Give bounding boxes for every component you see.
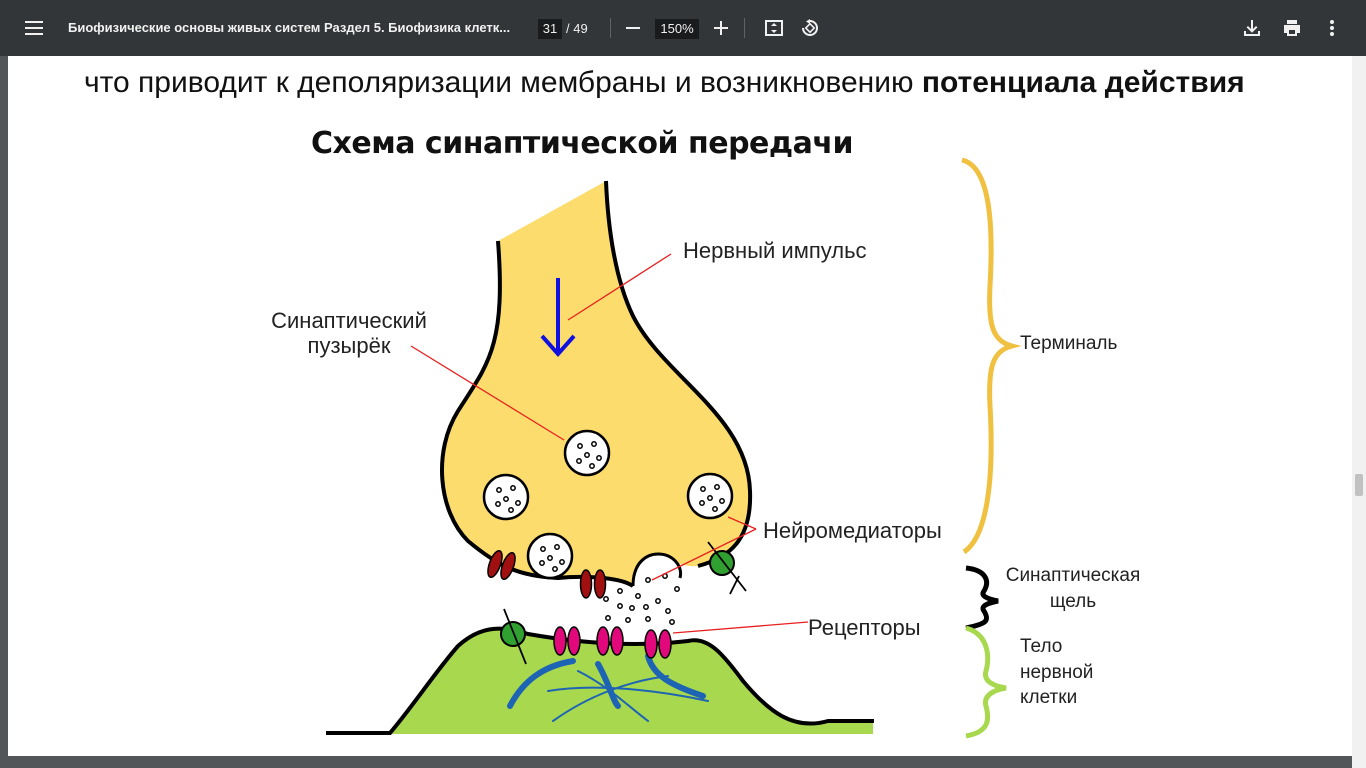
download-icon[interactable] xyxy=(1236,12,1268,44)
label-synaptic-cleft-line1: Синаптическая xyxy=(1005,565,1141,586)
label-cell-body-line3: клетки xyxy=(1020,687,1078,709)
fusing-vesicle-outline xyxy=(631,552,683,587)
released-neurotransmitters xyxy=(603,573,680,625)
label-cell-body-line2: нервной xyxy=(1020,661,1094,683)
label-synaptic-cleft: Синаптическая щель xyxy=(993,563,1153,614)
label-synaptic-vesicle-line1: Синаптический xyxy=(271,308,427,333)
rotate-icon[interactable] xyxy=(794,12,826,44)
intro-text: что приводит к деполяризации мембраны и … xyxy=(84,66,1245,100)
label-receptors: Рецепторы xyxy=(808,615,921,640)
vesicle-contents xyxy=(495,441,725,572)
cytoskeleton-fibers xyxy=(507,653,709,722)
transporters xyxy=(500,541,747,665)
label-synaptic-vesicle-line2: пузырёк xyxy=(307,333,391,359)
page-number-input[interactable]: 31 xyxy=(538,19,562,39)
document-title: Биофизические основы живых систем Раздел… xyxy=(68,20,511,35)
ion-channels xyxy=(487,549,607,599)
scrollbar-thumb[interactable] xyxy=(1355,474,1363,496)
pdf-toolbar: Биофизические основы живых систем Раздел… xyxy=(0,0,1366,56)
label-synaptic-vesicle: Синаптический пузырёк xyxy=(249,308,449,359)
pointer-lines xyxy=(410,253,809,634)
terminal-brace xyxy=(961,157,1022,555)
menu-icon[interactable] xyxy=(18,12,50,44)
intro-text-bold: потенциала действия xyxy=(921,66,1245,99)
diagram-title: Схема синаптической передачи xyxy=(311,126,853,161)
cell-body-shape xyxy=(326,628,873,734)
synapse-diagram xyxy=(326,157,1022,739)
cleft-brace xyxy=(965,565,999,631)
zoom-input[interactable]: 150% xyxy=(655,19,699,39)
label-cell-body: Тело нервной клетки xyxy=(1020,634,1093,711)
page-total: / 49 xyxy=(566,21,588,36)
label-synaptic-cleft-line2: щель xyxy=(1049,590,1097,612)
vertical-scrollbar[interactable] xyxy=(1352,56,1366,768)
zoom-out-icon[interactable] xyxy=(617,12,649,44)
cell-body-brace xyxy=(965,625,1007,739)
intro-text-regular: что приводит к деполяризации мембраны и … xyxy=(84,66,922,99)
label-neurotransmitters: Нейромедиаторы xyxy=(763,518,942,543)
more-options-icon[interactable] xyxy=(1316,12,1348,44)
presynaptic-terminal-outline xyxy=(440,180,753,588)
pdf-page: что приводит к деполяризации мембраны и … xyxy=(8,56,1358,756)
zoom-in-icon[interactable] xyxy=(705,12,737,44)
label-cell-body-line1: Тело xyxy=(1020,636,1063,657)
label-nerve-impulse: Нервный импульс xyxy=(683,238,867,263)
print-icon[interactable] xyxy=(1276,12,1308,44)
label-terminal: Терминаль xyxy=(1020,333,1118,354)
toolbar-divider xyxy=(744,18,745,38)
receptors xyxy=(553,626,672,659)
fit-page-icon[interactable] xyxy=(758,12,790,44)
toolbar-divider xyxy=(610,18,611,38)
impulse-arrow-head xyxy=(540,334,576,358)
document-viewer[interactable]: что приводит к деполяризации мембраны и … xyxy=(0,56,1366,768)
